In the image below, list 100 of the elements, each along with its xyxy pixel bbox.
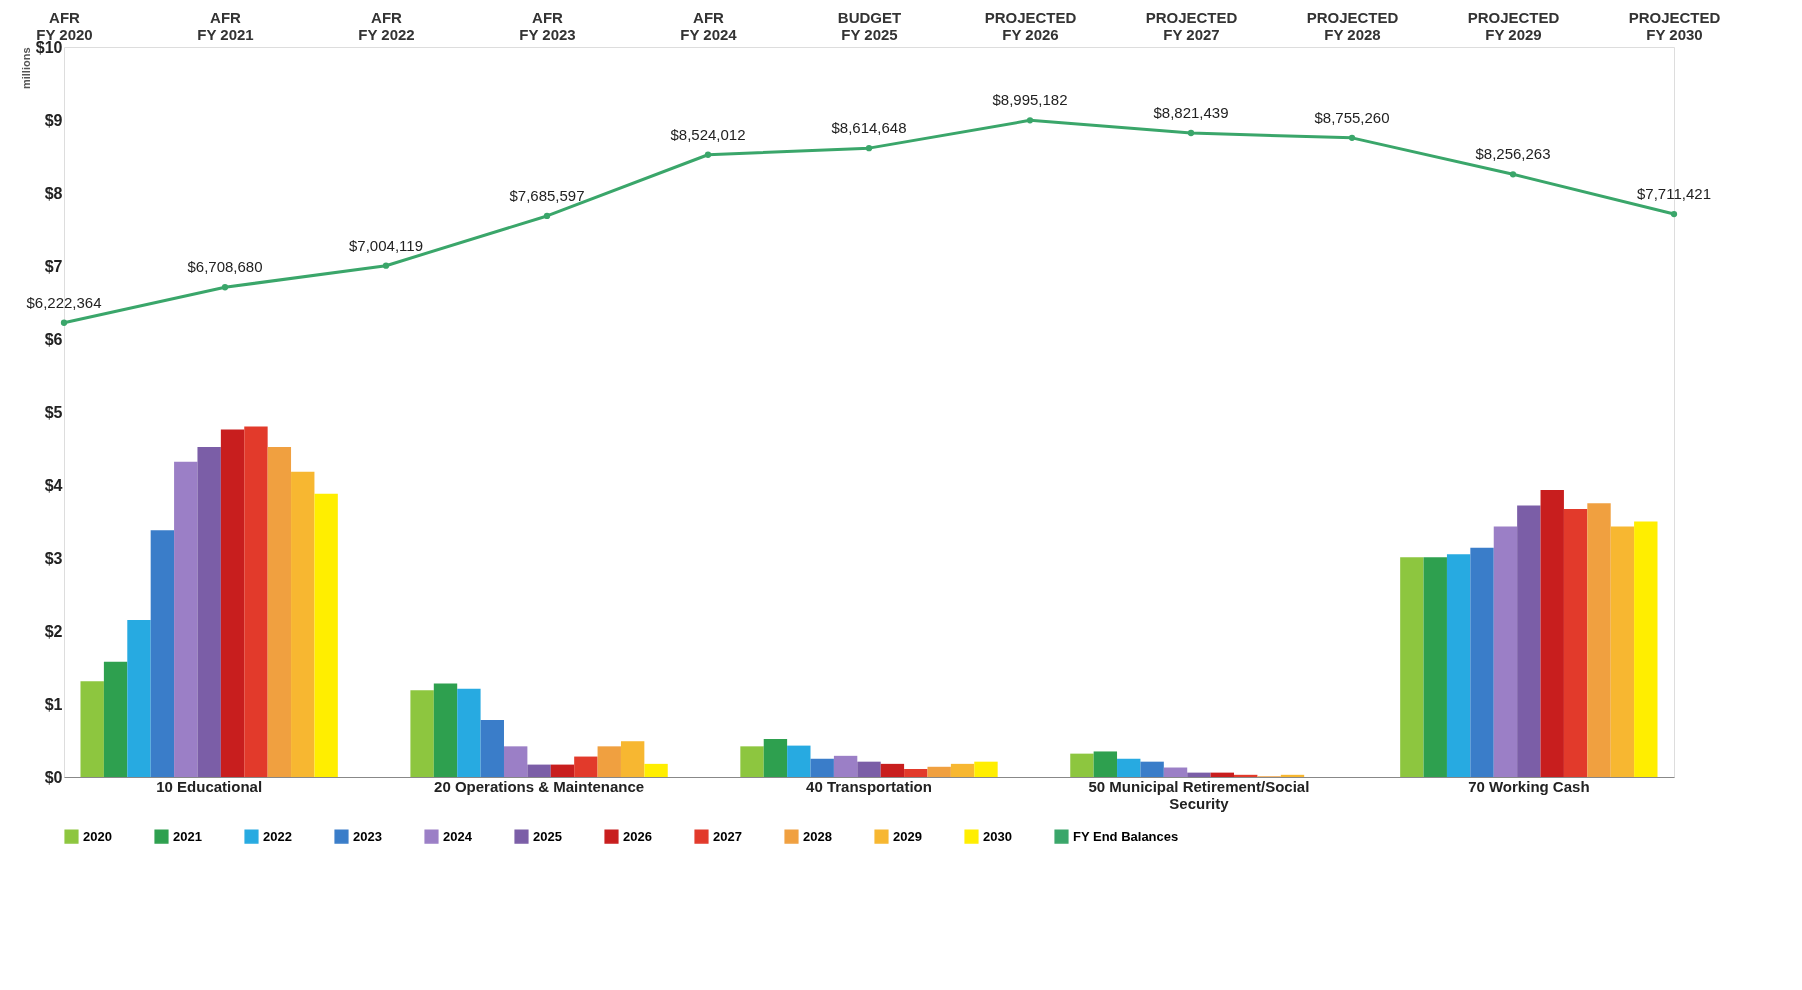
point [221, 284, 229, 291]
bar [1446, 554, 1471, 777]
y-tick-label: $3 [44, 549, 63, 567]
bar [1117, 758, 1141, 777]
y-tick-label: $6 [44, 330, 63, 348]
x-tick-label: 10 Educational [156, 777, 263, 795]
data-label: $7,711,421 [1637, 185, 1711, 203]
legend-label: 2024 [443, 828, 473, 844]
data-label: $6,708,680 [187, 258, 263, 276]
point [865, 144, 873, 152]
y-tick-label: $7 [44, 257, 63, 275]
legend-label: 2026 [623, 828, 652, 844]
x-tick-label: PROJECTED FY 2028 [1306, 8, 1399, 43]
bar [1187, 772, 1211, 777]
bar [833, 755, 858, 777]
legend-label: 2023 [353, 828, 382, 844]
bar [644, 763, 668, 777]
x-tick-label: PROJECTED FY 2026 [984, 8, 1077, 43]
bar [127, 620, 151, 777]
bar [1540, 490, 1564, 777]
point [1187, 129, 1195, 137]
legend-label: FY End Balances [1073, 828, 1179, 844]
bar [950, 763, 975, 777]
y-axis-title: millions [19, 47, 32, 90]
bar [291, 471, 315, 777]
bar [810, 758, 834, 777]
y-tick-label: $5 [44, 403, 63, 421]
bar [197, 447, 221, 777]
bar [267, 447, 292, 777]
x-tick-label: AFR FY 2023 [519, 8, 576, 43]
bar [1070, 753, 1094, 777]
legend-label: 2021 [173, 828, 202, 844]
x-tick-label: AFR FY 2022 [358, 8, 415, 43]
bar [740, 746, 764, 777]
bar [220, 429, 245, 777]
bar [1587, 503, 1611, 777]
x-tick-label: 20 Operations & Maintenance [434, 777, 645, 795]
bar [1610, 526, 1635, 777]
bar [527, 764, 551, 777]
bar [1493, 526, 1518, 777]
data-label: $8,256,263 [1475, 145, 1551, 163]
data-label: $8,524,012 [670, 125, 746, 143]
bar [1400, 557, 1424, 777]
legend-label: 2025 [533, 828, 562, 844]
bar [433, 683, 458, 777]
data-label: $8,755,260 [1314, 108, 1390, 126]
bar [480, 720, 504, 777]
bar [857, 761, 881, 777]
point [1026, 117, 1034, 124]
bar [974, 761, 998, 777]
data-label: $8,995,182 [992, 91, 1068, 109]
legend-label: 2028 [803, 828, 832, 844]
point [1348, 134, 1356, 142]
y-tick-label: $4 [44, 476, 63, 494]
y-tick-label: $10 [35, 38, 63, 56]
bar [574, 756, 598, 777]
bar [410, 690, 434, 777]
x-tick-label: PROJECTED FY 2027 [1145, 8, 1238, 43]
x-tick-label: PROJECTED FY 2030 [1628, 8, 1721, 43]
x-tick-label: PROJECTED FY 2029 [1467, 8, 1560, 43]
x-tick-label: 50 Municipal Retirement/Social Security [1088, 777, 1310, 812]
point [543, 212, 551, 220]
y-tick-label: $9 [44, 111, 63, 129]
x-tick-label: AFR FY 2021 [197, 8, 254, 43]
data-label: $8,614,648 [831, 119, 907, 137]
bar [904, 768, 928, 777]
point [1509, 171, 1517, 178]
bar [1517, 505, 1541, 777]
x-tick-label: AFR FY 2024 [680, 8, 738, 43]
bar [597, 746, 621, 777]
bar [174, 461, 198, 777]
x-tick-label: 40 Transportation [806, 777, 932, 795]
bar [763, 739, 788, 777]
bar [880, 763, 905, 777]
bar [1423, 557, 1447, 777]
x-tick-label: BUDGET FY 2025 [837, 8, 902, 43]
bar [244, 426, 268, 777]
bar [1280, 774, 1305, 777]
data-label: $7,685,597 [509, 186, 585, 204]
y-tick-label: $8 [44, 184, 63, 202]
legend-label: 2030 [983, 828, 1012, 844]
bar [550, 764, 575, 777]
legend-label: 2022 [263, 828, 292, 844]
bar [314, 493, 338, 777]
point [382, 262, 390, 269]
bar [1234, 774, 1258, 777]
legend-label: 2029 [893, 828, 922, 844]
bar [457, 688, 481, 777]
data-label: $6,222,364 [26, 293, 102, 311]
y-tick-label: $1 [44, 695, 63, 713]
data-label: $8,821,439 [1153, 104, 1229, 122]
legend-label: 2027 [713, 828, 742, 844]
bar [1093, 751, 1118, 777]
bar [103, 661, 128, 777]
bar [1634, 521, 1658, 777]
bar [1563, 509, 1588, 777]
legend-label: 2020 [83, 828, 112, 844]
bar [1470, 547, 1494, 777]
bar [787, 745, 811, 777]
x-tick-label: 70 Working Cash [1468, 777, 1590, 795]
